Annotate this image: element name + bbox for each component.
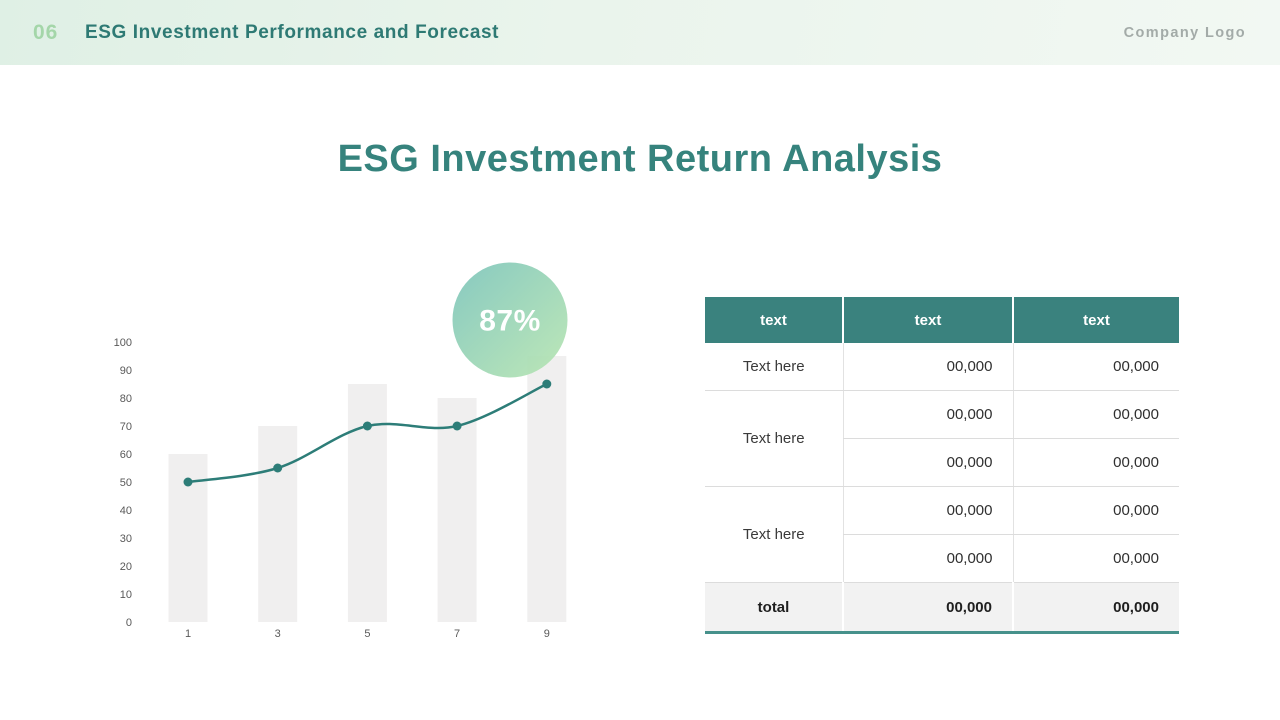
percentage-badge-value: 87%: [479, 305, 541, 338]
table-total-label: total: [705, 582, 843, 634]
header-title: ESG Investment Performance and Forecast: [85, 22, 500, 43]
page-title: ESG Investment Return Analysis: [337, 138, 943, 180]
table-cell-value-g3-r2-c3: 00,000: [1012, 534, 1179, 583]
table-cell-value-g2-r1-c3: 00,000: [1012, 390, 1179, 439]
y-tick-100: 100: [114, 337, 132, 349]
x-label-9: 9: [544, 628, 550, 640]
y-tick-0: 0: [126, 617, 132, 629]
table-total-row: total 00,000 00,000: [705, 582, 1179, 634]
y-tick-90: 90: [120, 365, 132, 377]
table-cell-value-g3-r1-c2: 00,000: [842, 486, 1013, 535]
y-tick-80: 80: [120, 393, 132, 405]
table-group-label-3: Text here: [705, 486, 843, 583]
table-header: text text text: [705, 297, 1179, 343]
table-row: Text here 00,000 00,000: [705, 486, 1179, 583]
table-cell-value-g3-r1-c3: 00,000: [1012, 486, 1179, 535]
slide-header-bar: 06 ESG Investment Performance and Foreca…: [0, 0, 1280, 65]
table-cell-value-g1-r1-c2: 00,000: [842, 343, 1013, 391]
bar-9: [527, 356, 567, 622]
table-group-label-2: Text here: [705, 390, 843, 487]
company-logo: Company Logo: [1123, 25, 1246, 41]
y-tick-60: 60: [120, 449, 132, 461]
table-row: Text here 00,000 00,000: [705, 343, 1179, 391]
table-header-row: text text text: [705, 297, 1179, 343]
slide-number: 06: [33, 21, 59, 44]
y-tick-70: 70: [120, 421, 132, 433]
table-header-cell-3: text: [1012, 297, 1179, 343]
table-row: 00,000 00,000: [705, 534, 1179, 583]
table-cell-value-g2-r2-c3: 00,000: [1012, 438, 1179, 487]
data-table: text text text Text here 00,000 00,000 Text h…: [705, 297, 1179, 634]
x-label-7: 7: [454, 628, 460, 640]
y-tick-30: 30: [120, 533, 132, 545]
bar-3: [258, 426, 298, 622]
table-cell-value-g3-r2-c2: 00,000: [842, 534, 1013, 583]
table-header-cell-2: text: [842, 297, 1013, 343]
table-header-cell-1: text: [705, 297, 843, 343]
y-tick-40: 40: [120, 505, 132, 517]
table-group-label-1: Text here: [705, 343, 843, 391]
table-total-value-c3: 00,000: [1012, 582, 1179, 634]
x-label-5: 5: [364, 628, 370, 640]
table-body: Text here 00,000 00,000 Text here 00,000 00,0…: [705, 343, 1179, 634]
table-total-value-c2: 00,000: [842, 582, 1013, 634]
line-point-9: [542, 379, 552, 389]
line-point-3: [273, 463, 283, 473]
y-tick-20: 20: [120, 561, 132, 573]
table-cell-value-g2-r1-c2: 00,000: [842, 390, 1013, 439]
line-point-7: [452, 421, 462, 431]
bar-7: [437, 398, 477, 622]
x-label-3: 3: [275, 628, 281, 640]
combo-chart: 0 10 20 30 40 50 60 70 80 90 100 1 3 5 7 9 87%: [114, 262, 568, 640]
line-point-1: [183, 477, 193, 487]
y-tick-50: 50: [120, 477, 132, 489]
table-row: Text here 00,000 00,000: [705, 390, 1179, 487]
table-cell-value-g2-r2-c2: 00,000: [842, 438, 1013, 487]
table-cell-value-g1-r1-c3: 00,000: [1012, 343, 1179, 391]
line-point-5: [362, 421, 372, 431]
bar-5: [347, 384, 387, 622]
x-label-1: 1: [185, 628, 191, 640]
y-tick-10: 10: [120, 589, 132, 601]
table-row: 00,000 00,000: [705, 438, 1179, 487]
percentage-badge: [452, 262, 568, 378]
